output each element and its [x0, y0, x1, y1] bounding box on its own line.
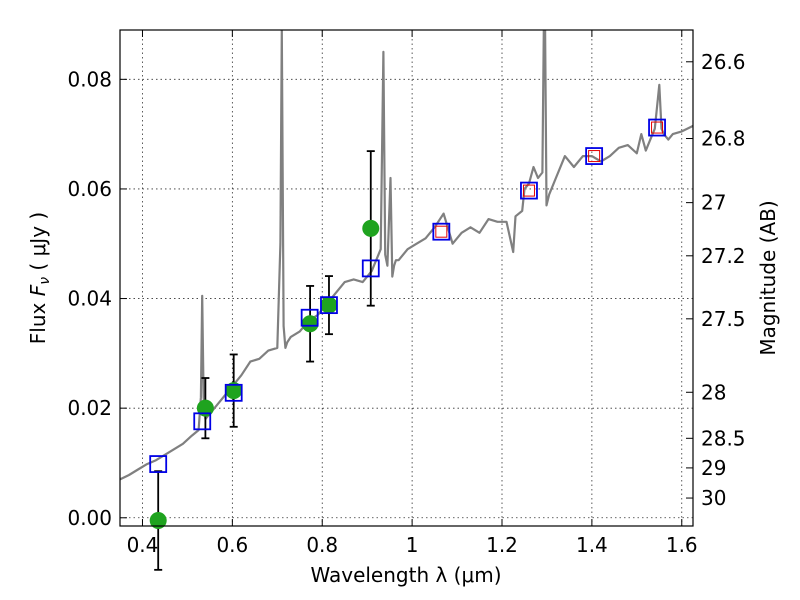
- y-tick-label: 0.04: [67, 287, 112, 311]
- x-axis-label: Wavelength λ (μm): [310, 563, 501, 587]
- y2-tick-label: 27.5: [701, 307, 746, 331]
- x-tick-label: 1.2: [486, 533, 518, 557]
- y-axis-label-symbol: F: [26, 284, 50, 296]
- y2-tick-label: 29: [701, 456, 726, 480]
- y2-tick-label: 27: [701, 191, 726, 215]
- model-inner-point: [522, 184, 535, 197]
- model-inner-point: [435, 225, 448, 238]
- x-tick-label: 0.6: [216, 533, 248, 557]
- model-point: [300, 308, 319, 327]
- model-point: [648, 118, 666, 137]
- y2-tick-label: 28: [701, 380, 726, 404]
- model-point: [149, 455, 168, 473]
- y-tick-label: 0.02: [67, 396, 112, 420]
- y2-tick-label: 28.5: [701, 426, 746, 450]
- y2-tick-label: 26.6: [701, 50, 746, 74]
- model-point: [193, 412, 212, 431]
- x-tick-label: 0.4: [127, 533, 159, 557]
- y-tick-label: 0.06: [67, 177, 112, 201]
- y-tick-label: 0.00: [67, 506, 112, 530]
- model-point: [361, 259, 380, 278]
- photometry-point: [301, 315, 319, 333]
- model-point: [585, 147, 604, 165]
- y2-axis-label: Magnitude (AB): [756, 200, 780, 355]
- y2-tick-label: 27.2: [701, 244, 746, 268]
- x-tick-label: 1.4: [576, 533, 608, 557]
- model-point: [320, 296, 338, 315]
- photometry-point: [149, 512, 167, 530]
- y-axis-label-subscript: ν: [37, 277, 53, 285]
- x-tick-label: 0.8: [306, 533, 338, 557]
- marker-layer: [149, 118, 666, 571]
- model-point: [520, 181, 538, 200]
- y-axis-label-prefix: Flux: [26, 296, 50, 344]
- y2-tick-label: 30: [701, 486, 726, 510]
- x-tick-label: 1: [406, 533, 419, 557]
- model-point: [432, 222, 451, 241]
- y-axis-label: Flux Fν ( μJy ): [26, 212, 53, 344]
- model-inner-point: [651, 121, 664, 134]
- photometry-point: [362, 219, 380, 237]
- model-inner-point: [588, 150, 601, 163]
- x-tick-label: 1.6: [666, 533, 698, 557]
- plot-frame: [119, 29, 694, 527]
- ticks: 0.4 0.6 0.8 1 1.2 1.4 1.6 0.00 0.02 0.04 0.06 0.08 2…: [67, 30, 746, 557]
- y-axis-label-suffix: ( μJy ): [26, 212, 50, 277]
- y2-tick-label: 26.8: [701, 127, 746, 151]
- photometry-point: [196, 399, 214, 417]
- photometry-point: [320, 296, 338, 314]
- model-point: [224, 383, 243, 402]
- y-tick-label: 0.08: [67, 67, 112, 91]
